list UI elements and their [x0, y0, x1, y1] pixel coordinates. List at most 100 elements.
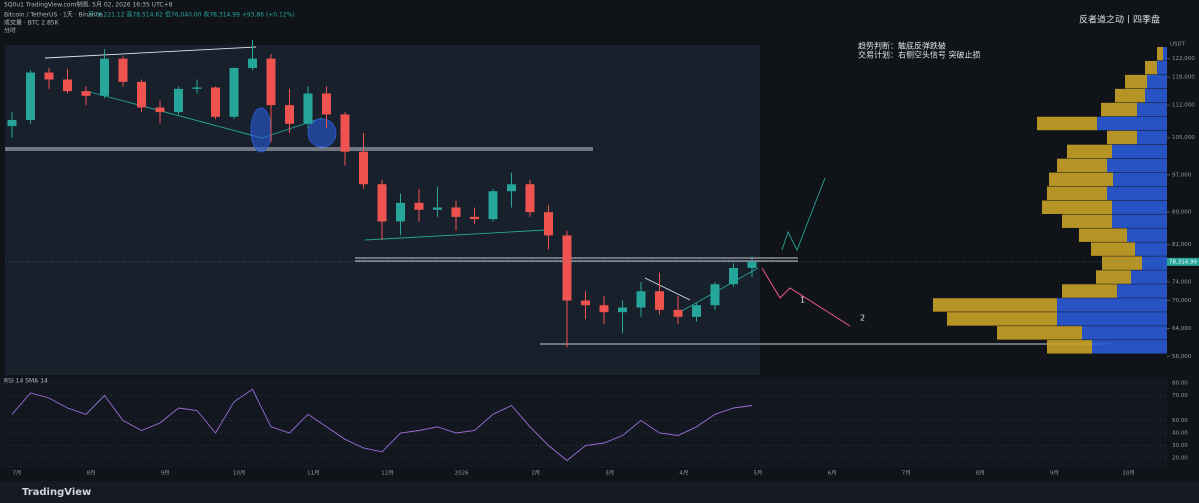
profile-up [1107, 186, 1167, 201]
projection [761, 267, 851, 327]
candle-body [636, 291, 646, 308]
profile-up [1107, 158, 1167, 173]
rsi-label: RSI 14 SMA 14 [4, 378, 48, 385]
y-tick-label: 30.00 [1172, 443, 1188, 449]
trend-line [44, 46, 257, 59]
profile-down [1145, 60, 1157, 75]
candle-body [303, 93, 313, 124]
profile-down [947, 312, 1057, 326]
profile-down [1057, 158, 1107, 173]
x-tick-label: 7月 [13, 470, 22, 477]
profile-down [1107, 130, 1137, 145]
candle-body [322, 93, 331, 115]
profile-down [1062, 214, 1112, 228]
profile-up [1057, 298, 1167, 312]
x-tick-label: 8月 [976, 470, 985, 477]
ohlc: 开78,221.12 高78,514.62 低76,040.00 收78,314… [88, 11, 295, 19]
candle-body [211, 87, 220, 117]
drawings [5, 46, 1108, 345]
profile-up [1127, 228, 1167, 242]
profile-up [1082, 326, 1167, 340]
candle-body [599, 305, 609, 313]
candle-body [248, 58, 257, 68]
x-tick-label: 10月 [1122, 470, 1135, 477]
profile-down [1062, 284, 1117, 298]
footer-bar [0, 481, 1199, 503]
candle-body [44, 72, 54, 80]
y-tick-label: 70.00 [1172, 393, 1188, 399]
profile-up [1142, 256, 1167, 270]
candle-body [581, 300, 590, 306]
sub-text: 分时 [4, 27, 16, 35]
y-tick-label: 40.00 [1172, 431, 1188, 437]
profile-down [1115, 88, 1145, 103]
y-tick-label: 80.00 [1172, 381, 1188, 387]
profile-up [1163, 46, 1167, 61]
candle-body [414, 202, 424, 210]
y-tick-label: 50.00 [1172, 418, 1188, 424]
candle-body [81, 91, 91, 96]
wave-label: 1 [800, 296, 805, 305]
profile-down [1047, 340, 1092, 354]
y-tick-label: 118,000 [1172, 75, 1195, 81]
x-tick-label: 5月 [754, 470, 763, 477]
header: 5Q0u1 TradingView.com制图, 5月 02, 2026 16:… [4, 1, 173, 9]
x-tick-label: 12月 [381, 470, 394, 477]
candle-body [507, 184, 516, 192]
rsi-line [11, 388, 753, 462]
profile-up [1112, 200, 1167, 214]
profile-down [1101, 102, 1137, 117]
candle-body [655, 291, 664, 310]
projection [781, 177, 826, 252]
profile-down [1102, 256, 1142, 270]
note: 趋势判断：触底反弹跌破 [858, 41, 946, 51]
candle-body [285, 105, 294, 124]
trend-line [644, 277, 691, 301]
candle-body [544, 212, 553, 236]
symbol-title: Bitcoin / TetherUS · 1天 · Binance [4, 12, 103, 19]
y-tick-label: 64,000 [1172, 326, 1192, 332]
profile-down [933, 298, 1057, 312]
candle-body [26, 72, 35, 121]
candle-body [729, 267, 738, 285]
x-tick-label: 9月 [161, 470, 170, 477]
x-tick-label: 4月 [679, 470, 688, 477]
x-tick-label: 2026 [455, 471, 469, 477]
candle-body [359, 151, 368, 185]
y-tick-label: 105,000 [1172, 135, 1195, 141]
profile-up [1137, 130, 1167, 145]
x-tick-label: 6月 [828, 470, 837, 477]
y-tick-label: 89,000 [1172, 210, 1192, 216]
candle-body [155, 107, 165, 113]
x-tick-label: 3月 [605, 470, 614, 477]
y-tick-label: 20.00 [1172, 456, 1188, 462]
profile-down [1157, 46, 1163, 61]
profile-down [1096, 270, 1131, 284]
candle-body [118, 58, 128, 82]
y-tick-label: 122,000 [1172, 56, 1195, 62]
last-price-label: 78,314.99 [1169, 259, 1197, 265]
candle-body [340, 114, 350, 152]
profile-up [1145, 88, 1167, 103]
x-tick-label: 11月 [307, 470, 320, 477]
candle-body [7, 120, 17, 127]
logo: TradingView [22, 487, 91, 498]
x-tick-label: 2月 [531, 470, 540, 477]
candle-body [266, 58, 276, 106]
trend-line [89, 91, 263, 139]
trend-line [364, 229, 547, 241]
rsi-pane [0, 378, 1167, 468]
profile-up [1117, 284, 1167, 298]
candle-body [673, 309, 683, 317]
x-tick-label: 10月 [233, 470, 246, 477]
y-tick-label: 82,000 [1172, 242, 1192, 248]
y-tick-label: 112,000 [1172, 103, 1195, 109]
y-tick-label: 70,000 [1172, 298, 1192, 304]
profile-up [1157, 60, 1167, 75]
y-tick-label: 58,000 [1172, 354, 1192, 360]
wave-label: 2 [860, 314, 865, 323]
highlight [250, 107, 272, 153]
currency: USDT [1170, 42, 1186, 48]
candle-body [137, 81, 146, 108]
volume-text: 成交量 · BTC 2.85K [4, 19, 60, 27]
